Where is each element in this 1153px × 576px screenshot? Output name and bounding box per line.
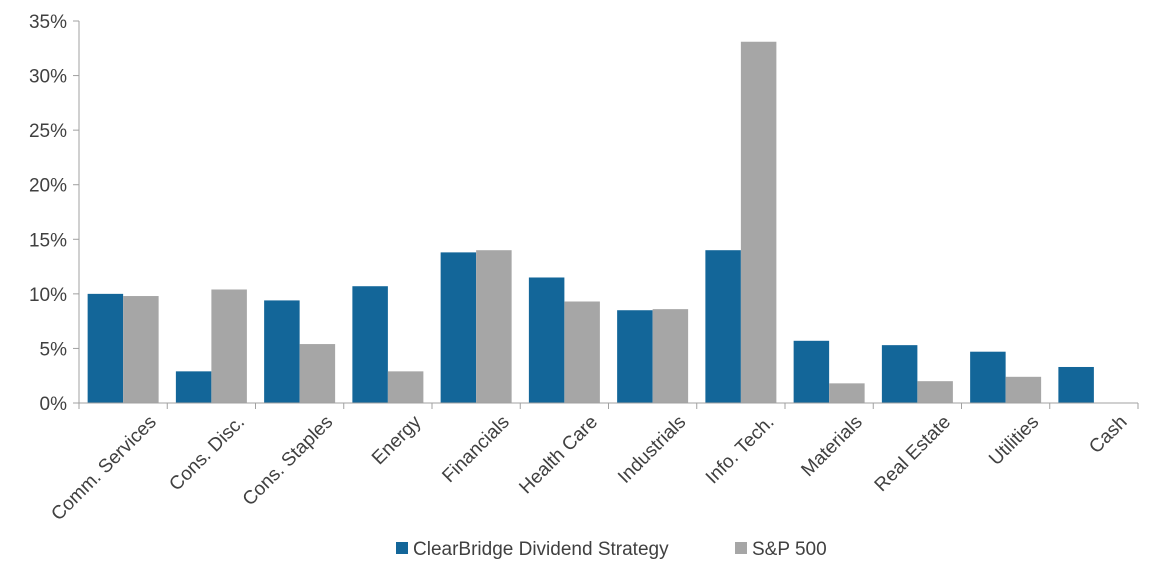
x-category-label: Cons. Disc.: [165, 412, 249, 496]
bar-clearbridge-8: [793, 340, 830, 403]
y-tick-label: 20%: [29, 176, 67, 197]
legend-swatch: [735, 542, 747, 554]
x-category-label: Info. Tech.: [702, 412, 779, 489]
y-tick-label: 35%: [29, 12, 67, 33]
bar-sp500-3: [387, 371, 424, 403]
bar-clearbridge-1: [175, 371, 212, 403]
y-tick-label: 5%: [40, 339, 68, 360]
bar-sp500-1: [211, 289, 247, 403]
bar-clearbridge-7: [705, 250, 741, 403]
bar-sp500-10: [1005, 376, 1042, 403]
x-category-label: Real Estate: [871, 412, 955, 496]
legend-label: ClearBridge Dividend Strategy: [413, 539, 669, 560]
y-tick-label: 25%: [29, 121, 67, 142]
x-axis: Comm. Services Cons. Disc.Cons. Staples En…: [47, 402, 1139, 525]
y-tick-label: 0%: [40, 394, 68, 415]
x-category-label: Utilities: [985, 412, 1043, 470]
x-category-label: Comm. Services: [47, 412, 160, 525]
bar-clearbridge-11: [1058, 366, 1094, 403]
legend: ClearBridge Dividend Strategy S&P 500: [396, 539, 827, 560]
legend-label: S&P 500: [752, 539, 827, 560]
bar-clearbridge-0: [87, 293, 124, 403]
bars-group: [87, 41, 1094, 404]
x-category-label: Industrials: [614, 412, 690, 488]
x-category-label: Cash: [1085, 412, 1131, 458]
x-category-label: Cons. Staples: [239, 412, 337, 510]
y-tick-label: 10%: [29, 285, 67, 306]
x-category-label: Materials: [797, 412, 866, 481]
bar-sp500-4: [476, 250, 512, 403]
bar-clearbridge-3: [352, 286, 388, 403]
bar-clearbridge-10: [970, 351, 1006, 403]
bar-sp500-6: [652, 309, 689, 403]
bar-clearbridge-5: [528, 277, 565, 403]
y-tick-label: 30%: [29, 67, 67, 88]
bar-sp500-9: [917, 381, 953, 403]
legend-swatch: [396, 542, 408, 554]
bar-clearbridge-6: [617, 310, 653, 403]
bar-clearbridge-2: [264, 300, 300, 403]
x-category-label: Energy: [368, 411, 426, 469]
bar-sp500-0: [123, 296, 159, 403]
bar-sp500-5: [564, 301, 600, 403]
y-tick-label: 15%: [29, 230, 67, 251]
bar-sp500-7: [740, 41, 777, 404]
bar-clearbridge-9: [881, 345, 918, 403]
x-category-label: Financials: [438, 412, 513, 487]
bar-clearbridge-4: [440, 252, 477, 403]
bar-sp500-8: [829, 383, 865, 403]
bar-sp500-2: [299, 344, 336, 403]
x-category-label: Health Care: [515, 412, 602, 499]
y-axis: 0% 5% 10% 15% 20% 25% 30% 35%: [29, 12, 80, 415]
